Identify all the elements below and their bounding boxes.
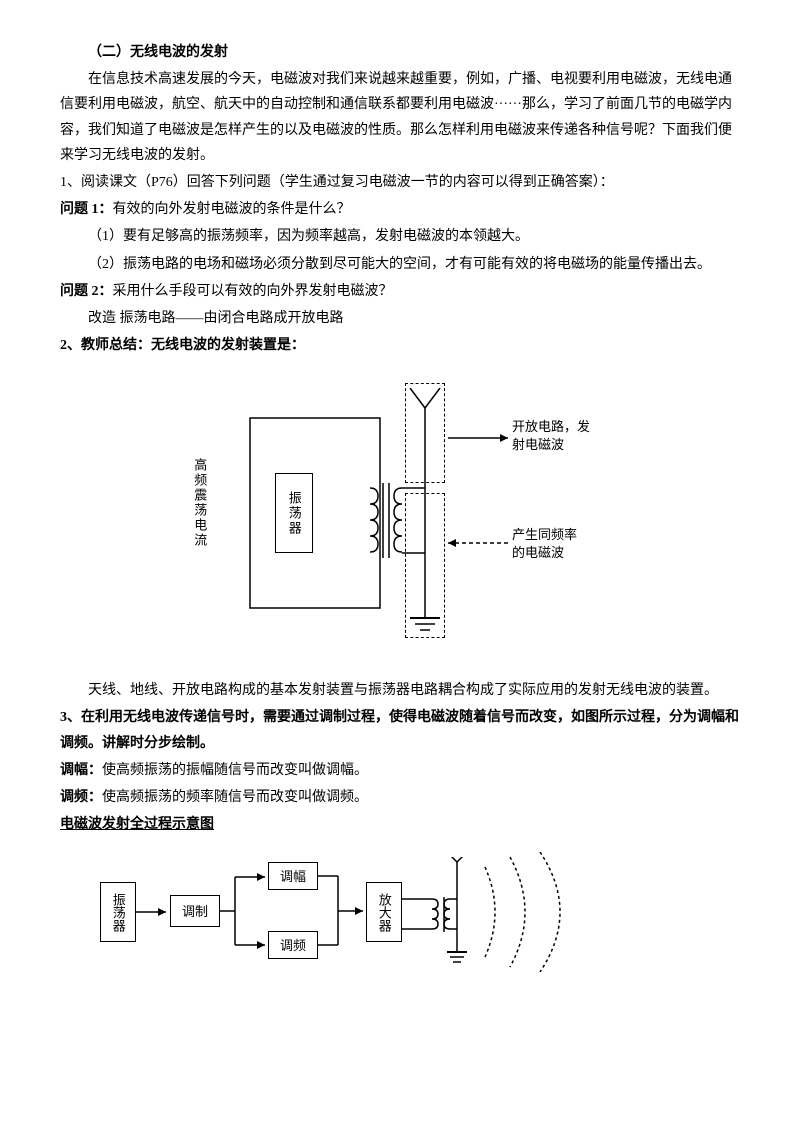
q2-answer: 改造 振荡电路——由闭合电路成开放电路 <box>60 306 740 331</box>
d2-am-box: 调幅 <box>268 862 318 890</box>
fm-label: 调频： <box>60 790 102 805</box>
intro-paragraph: 在信息技术高速发展的今天，电磁波对我们来说越来越重要，例如，广播、电视要利用电磁… <box>60 67 740 168</box>
question-1: 问题 1：有效的向外发射电磁波的条件是什么？ <box>60 197 740 222</box>
am-text: 使高频振荡的振幅随信号而改变叫做调幅。 <box>102 763 368 778</box>
d2-amplifier-box: 放大器 <box>366 882 402 942</box>
diagram2-title: 电磁波发射全过程示意图 <box>60 812 740 837</box>
transmission-flow-diagram: 振荡器 调制 调幅 调频 放大器 <box>100 847 620 977</box>
d2-modulation-label: 调制 <box>182 900 208 923</box>
d2-am-label: 调幅 <box>280 865 306 888</box>
fm-line: 调频：使高频振荡的频率随信号而改变叫做调频。 <box>60 785 740 810</box>
section-title: （二）无线电波的发射 <box>60 40 740 65</box>
fm-text: 使高频振荡的频率随信号而改变叫做调频。 <box>102 790 368 805</box>
d2-fm-box: 调频 <box>268 931 318 959</box>
after-diagram1-text: 天线、地线、开放电路构成的基本发射装置与振荡器电路耦合构成了实际应用的发射无线电… <box>60 678 740 703</box>
d2-oscillator-box: 振荡器 <box>100 882 136 942</box>
point-1: 1、阅读课文（P76）回答下列问题（学生通过复习电磁波一节的内容可以得到正确答案… <box>60 170 740 195</box>
d2-oscillator-label: 振荡器 <box>106 893 129 932</box>
q1-answer-1: （1）要有足够高的振荡频率，因为频率越高，发射电磁波的本领越大。 <box>60 224 740 249</box>
d1-r2-line1: 产生同频率 <box>512 527 577 542</box>
q2-text: 采用什么手段可以有效的向外界发射电磁波？ <box>113 284 393 299</box>
q1-label: 问题 1： <box>60 202 113 217</box>
d1-right-label-2: 产生同频率 的电磁波 <box>512 526 577 562</box>
d2-antenna-circuit <box>402 857 472 967</box>
d2-fm-label: 调频 <box>280 934 306 957</box>
d1-r1-line2: 射电磁波 <box>512 437 564 452</box>
transmitter-diagram: 高频震荡电流 振荡器 <box>190 378 610 658</box>
d2-modulation-box: 调制 <box>170 895 220 927</box>
d1-r1-line1: 开放电路，发 <box>512 419 590 434</box>
d2-merge-arrows <box>318 862 373 962</box>
question-2: 问题 2：采用什么手段可以有效的向外界发射电磁波？ <box>60 279 740 304</box>
d1-r2-line2: 的电磁波 <box>512 545 564 560</box>
d1-right-label-1: 开放电路，发 射电磁波 <box>512 418 590 454</box>
am-label: 调幅： <box>60 763 102 778</box>
d2-radiating-waves <box>475 852 595 972</box>
am-line: 调幅：使高频振荡的振幅随信号而改变叫做调幅。 <box>60 758 740 783</box>
point-3: 3、在利用无线电波传递信号时，需要通过调制过程，使得电磁波随着信号而改变，如图所… <box>60 705 740 755</box>
q1-answer-2: （2）振荡电路的电场和磁场必须分散到尽可能大的空间，才有可能有效的将电磁场的能量… <box>60 252 740 277</box>
q1-text: 有效的向外发射电磁波的条件是什么？ <box>113 202 351 217</box>
point-2: 2、教师总结：无线电波的发射装置是： <box>60 333 740 358</box>
d1-dashbox-antenna <box>405 383 445 483</box>
d1-left-label: 高频震荡电流 <box>190 458 208 548</box>
d1-dashbox-coil <box>405 493 445 638</box>
d2-amplifier-label: 放大器 <box>372 893 395 932</box>
q2-label: 问题 2： <box>60 284 113 299</box>
